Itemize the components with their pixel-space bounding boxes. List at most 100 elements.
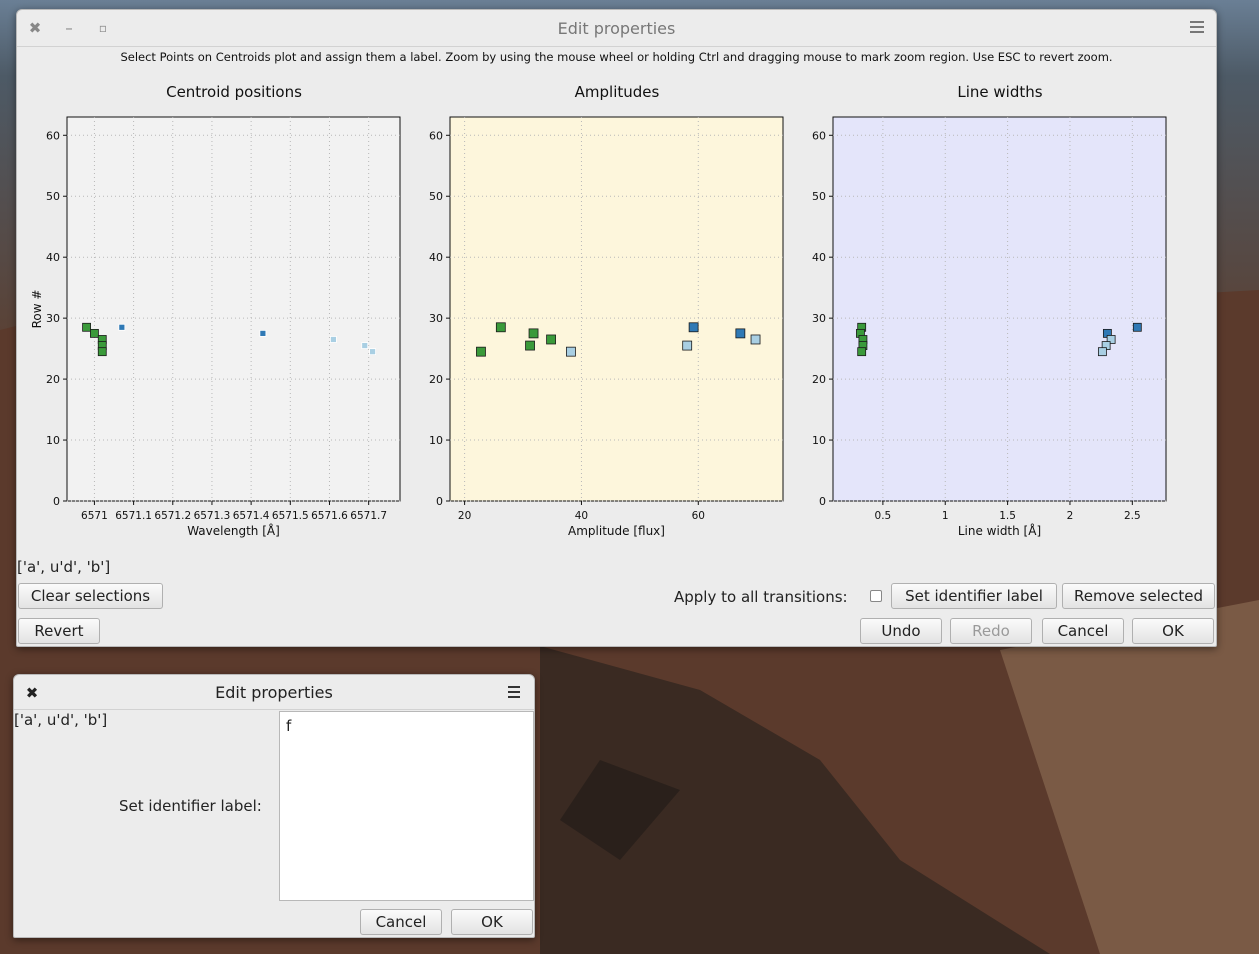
dialog-ok-button[interactable]: OK (451, 909, 533, 935)
data-point-green[interactable] (476, 346, 486, 357)
data-point-lightblue[interactable] (682, 340, 693, 351)
y-tick-label: 40 (812, 251, 826, 264)
y-tick-label: 20 (46, 373, 60, 386)
amplitudes-chart[interactable]: 0 10 20 30 40 50 60 20 40 60 Amplitude [flux] (429, 116, 784, 538)
y-tick-label: 0 (819, 495, 826, 508)
remove-selected-button[interactable]: Remove selected (1062, 583, 1215, 609)
redo-button[interactable]: Redo (950, 618, 1032, 644)
plot-area[interactable] (449, 116, 784, 502)
y-tick-label: 50 (812, 190, 826, 203)
maximize-icon[interactable]: ▫ (98, 21, 108, 35)
x-tick-label: 6571.2 (154, 510, 191, 522)
x-tick-label: 6571.7 (350, 510, 387, 522)
data-point-green[interactable] (90, 328, 99, 338)
data-point-lightblue[interactable] (750, 334, 761, 345)
y-tick-label: 10 (812, 434, 826, 447)
cancel-button[interactable]: Cancel (1042, 618, 1124, 644)
y-tick-label: 20 (429, 373, 443, 386)
y-tick-label: 40 (429, 251, 443, 264)
chart-title-centroids: Centroid positions (166, 83, 302, 101)
identifier-label-input[interactable]: f (279, 711, 534, 901)
data-point-lightblue[interactable] (566, 346, 576, 357)
y-tick-label: 20 (812, 373, 826, 386)
dialog-title: Edit properties (215, 683, 333, 702)
identifier-field-label: Set identifier label: (119, 797, 262, 815)
title-bar: ✖ – ▫ Edit properties (17, 10, 1216, 47)
data-point-green[interactable] (495, 322, 506, 333)
data-point-green[interactable] (97, 347, 107, 357)
y-tick-label: 50 (429, 190, 443, 203)
y-tick-label: 30 (46, 312, 60, 325)
data-point-green[interactable] (82, 322, 91, 332)
y-tick-label: 30 (812, 312, 826, 325)
x-tick-label: 0.5 (875, 510, 892, 522)
identifier-label-dialog: ✖ Edit properties ['a', u'd', 'b'] Set i… (13, 674, 535, 938)
data-point-lightblue[interactable] (1106, 335, 1116, 344)
y-tick-label: 60 (429, 129, 443, 142)
x-tick-label: 1 (942, 510, 949, 522)
data-point-lightblue[interactable] (369, 348, 376, 356)
x-tick-label: 6571.3 (194, 510, 231, 522)
close-icon[interactable]: ✖ (28, 19, 42, 37)
y-tick-label: 10 (429, 434, 443, 447)
data-point-green[interactable] (525, 340, 535, 351)
x-axis-label: Amplitude [flux] (568, 524, 665, 538)
y-tick-label: 0 (53, 495, 60, 508)
plot-area[interactable] (66, 116, 401, 502)
chart-title-amplitudes: Amplitudes (574, 83, 660, 101)
x-axis-label: Wavelength [Å] (187, 523, 280, 538)
chart-title-linewidths: Line widths (957, 83, 1043, 101)
apply-all-label: Apply to all transitions: (674, 588, 848, 606)
minimize-icon[interactable]: – (65, 19, 73, 37)
data-point-green[interactable] (546, 334, 556, 345)
x-tick-label: 1.5 (999, 510, 1016, 522)
x-tick-label: 6571.5 (272, 510, 309, 522)
instructions-text: Select Points on Centroids plot and assi… (120, 50, 1113, 64)
y-tick-label: 30 (429, 312, 443, 325)
selection-list-text: ['a', u'd', 'b'] (17, 558, 111, 576)
revert-button[interactable]: Revert (18, 618, 100, 644)
x-tick-label: 6571.6 (311, 510, 348, 522)
y-tick-label: 60 (812, 129, 826, 142)
set-identifier-label-button[interactable]: Set identifier label (891, 583, 1057, 609)
data-point-blue[interactable] (688, 322, 699, 333)
data-point-blue[interactable] (118, 323, 126, 331)
data-point-blue[interactable] (259, 329, 267, 337)
y-tick-label: 50 (46, 190, 60, 203)
data-point-green[interactable] (857, 347, 867, 357)
y-tick-label: 60 (46, 129, 60, 142)
x-tick-label: 6571 (81, 510, 108, 522)
hamburger-menu-icon[interactable] (1190, 21, 1204, 33)
apply-all-checkbox[interactable] (870, 590, 882, 602)
x-tick-label: 2.5 (1124, 510, 1141, 522)
y-axis-label: Row # (30, 290, 44, 329)
x-tick-label: 40 (575, 510, 588, 522)
ok-button[interactable]: OK (1132, 618, 1214, 644)
x-tick-label: 6571.1 (115, 510, 152, 522)
edit-properties-window: ✖ – ▫ Edit properties Select Points on C… (16, 9, 1217, 647)
data-point-lightblue[interactable] (329, 336, 337, 343)
data-point-blue[interactable] (1132, 322, 1142, 332)
line-widths-chart[interactable]: 0 10 20 30 40 50 60 0.5 1 1.5 2 2.5 Line width [Å] (812, 116, 1167, 538)
dialog-title-bar: ✖ Edit properties (14, 675, 534, 710)
y-tick-label: 40 (46, 251, 60, 264)
plot-area[interactable] (832, 116, 1167, 502)
clear-selections-button[interactable]: Clear selections (18, 583, 163, 609)
dialog-close-icon[interactable]: ✖ (25, 684, 39, 702)
y-tick-label: 10 (46, 434, 60, 447)
data-point-lightblue[interactable] (1097, 347, 1107, 357)
data-point-blue[interactable] (735, 328, 746, 339)
x-tick-label: 60 (692, 510, 705, 522)
undo-button[interactable]: Undo (860, 618, 942, 644)
x-axis-label: Line width [Å] (958, 523, 1041, 538)
data-point-lightblue[interactable] (361, 342, 369, 349)
x-tick-label: 20 (458, 510, 471, 522)
x-tick-label: 2 (1067, 510, 1074, 522)
dialog-cancel-button[interactable]: Cancel (360, 909, 442, 935)
y-tick-label: 0 (436, 495, 443, 508)
window-title: Edit properties (557, 19, 676, 38)
data-point-green[interactable] (528, 328, 539, 339)
dialog-hamburger-menu-icon[interactable] (508, 686, 522, 698)
x-tick-label: 6571.4 (233, 510, 270, 522)
